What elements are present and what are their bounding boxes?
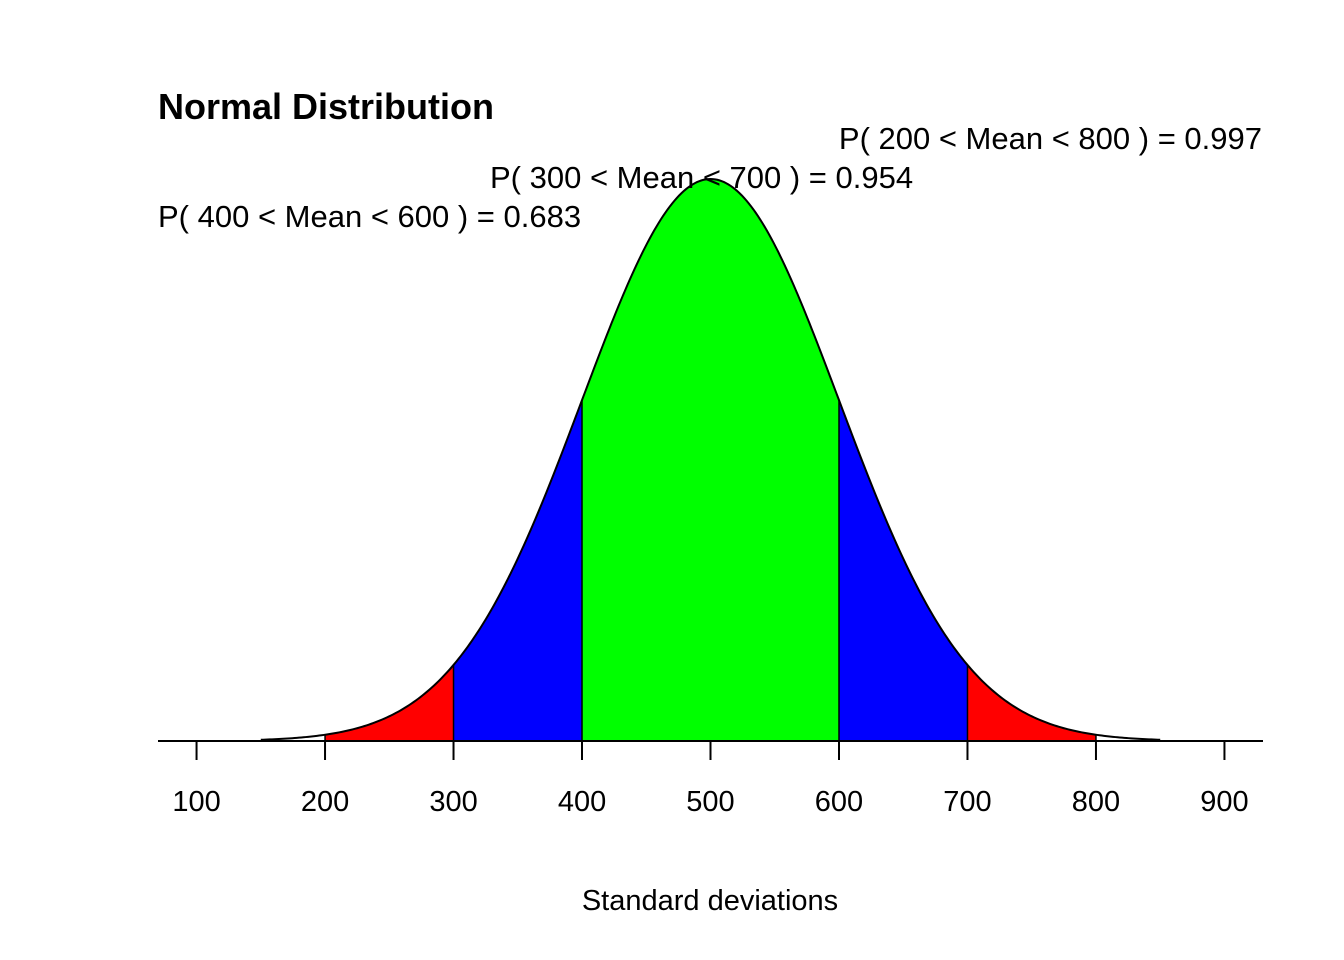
x-tick-label-500: 500 [686,786,734,818]
x-tick-label-800: 800 [1072,786,1120,818]
x-tick-label-200: 200 [301,786,349,818]
x-tick-label-400: 400 [558,786,606,818]
x-axis-ticks: 100 200 300 400 500 600 700 800 900 [172,741,1249,818]
region-400-600 [582,179,839,741]
x-tick-label-600: 600 [815,786,863,818]
x-tick-label-100: 100 [172,786,220,818]
chart-title: Normal Distribution [158,86,494,127]
x-tick-label-900: 900 [1200,786,1248,818]
x-axis-label: Standard deviations [582,885,838,917]
region-200-300 [325,664,454,741]
annotation-683: P( 400 < Mean < 600 ) = 0.683 [158,199,581,234]
annotation-997: P( 200 < Mean < 800 ) = 0.997 [839,121,1262,156]
region-700-800 [967,664,1096,741]
region-dividers [324,400,1097,741]
x-tick-label-300: 300 [429,786,477,818]
density-curve [260,177,1161,741]
annotation-954: P( 300 < Mean < 700 ) = 0.954 [490,160,913,195]
x-tick-label-700: 700 [943,786,991,818]
shaded-regions [325,179,1096,741]
